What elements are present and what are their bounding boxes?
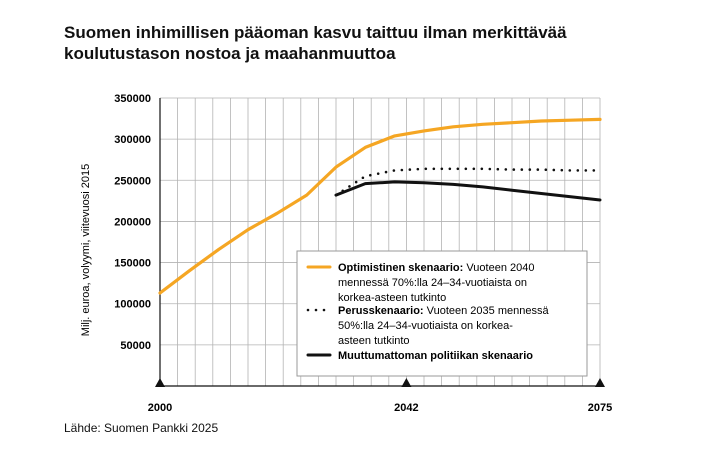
- legend-box: [296, 250, 588, 377]
- legend-text-segment: asteen tutkinto: [338, 335, 410, 347]
- chart-title: Suomen inhimillisen pääoman kasvu taittu…: [64, 22, 664, 64]
- y-tick-label: 300000: [114, 134, 151, 146]
- series-line-optimistic: [158, 117, 602, 295]
- legend-text-segment: Optimistinen skenaario:: [338, 262, 463, 274]
- x-tick-marker: [595, 378, 605, 387]
- x-tick-label: 2075: [588, 402, 612, 414]
- legend-text-segment: Vuoteen 2035 mennessä: [424, 305, 550, 317]
- legend-text-segment: korkea-asteen tutkinto: [338, 292, 446, 304]
- legend-label-base-line: asteen tutkinto: [338, 335, 410, 347]
- chart-title-line-1: Suomen inhimillisen pääoman kasvu taittu…: [64, 23, 567, 42]
- y-axis-label: Milj. euroa, volyymi, viitevuosi 2015: [80, 164, 92, 336]
- legend-label-base-line: Perusskenaario: Vuoteen 2035 mennessä: [338, 305, 549, 317]
- legend-text-segment: Vuoteen 2040: [463, 262, 534, 274]
- series-line-current: [334, 180, 602, 202]
- legend: Optimistinen skenaario: Vuoteen 2040 menn…: [296, 250, 588, 377]
- legend-label-base-line: 50%:lla 24–34-vuotiaista on korkea-: [338, 320, 513, 332]
- y-tick-label: 200000: [114, 216, 151, 228]
- x-tick-label: 2000: [148, 402, 172, 414]
- x-tick-marker: [155, 378, 165, 387]
- y-tick-label: 350000: [114, 93, 151, 105]
- x-tick-label: 2042: [394, 402, 418, 414]
- legend-text-segment: 50%:lla 24–34-vuotiaista on korkea-: [338, 320, 513, 332]
- x-tick-marker: [401, 378, 412, 387]
- y-tick-label: 50000: [120, 340, 151, 352]
- y-tick-label: 250000: [114, 175, 151, 187]
- legend-text-segment: mennessä 70%:lla 24–34-vuotiaista on: [338, 277, 527, 289]
- chart-title-line-2: koulutustason nostoa ja maahanmuuttoa: [64, 44, 396, 63]
- legend-text-segment: Perusskenaario:: [338, 305, 424, 317]
- y-tick-label: 100000: [114, 299, 151, 311]
- y-tick-label: 150000: [114, 258, 151, 270]
- legend-label-optimistic-line: korkea-asteen tutkinto: [338, 292, 446, 304]
- legend-label-current-line: Muuttumattoman politiikan skenaario: [338, 350, 533, 362]
- source-note: Lähde: Suomen Pankki 2025: [64, 421, 219, 435]
- legend-text-segment: Muuttumattoman politiikan skenaario: [338, 350, 533, 362]
- legend-label-optimistic-line: Optimistinen skenaario: Vuoteen 2040: [338, 262, 534, 274]
- legend-label-optimistic-line: mennessä 70%:lla 24–34-vuotiaista on: [338, 277, 527, 289]
